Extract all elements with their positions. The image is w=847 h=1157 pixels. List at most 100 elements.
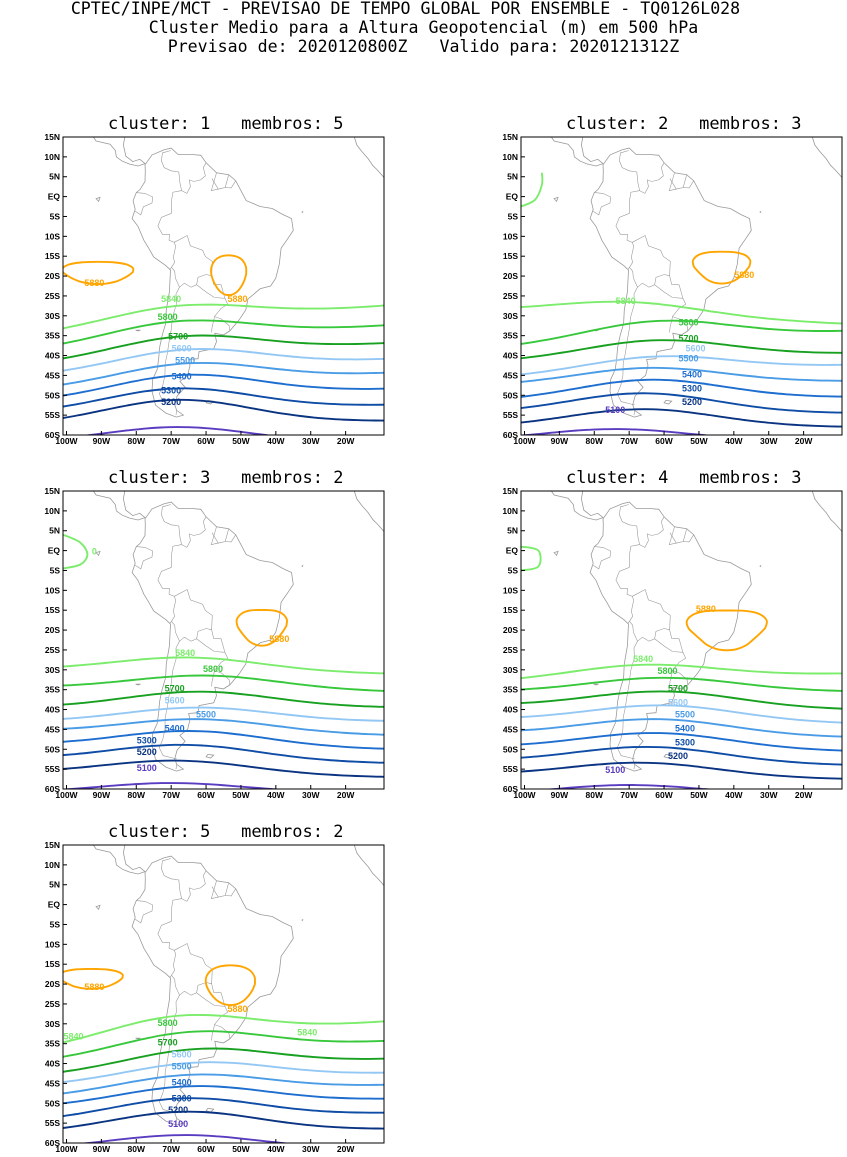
- contour-label: 5500: [678, 353, 698, 363]
- south-america-coast: [589, 147, 752, 418]
- contour-label: 5600: [172, 1050, 192, 1060]
- contour-5300: [63, 743, 384, 764]
- contour-5800: [521, 676, 842, 692]
- country-border: [683, 180, 694, 189]
- lon-label: 50W: [232, 790, 250, 800]
- contour-5600: [63, 706, 384, 722]
- lat-label: 10N: [44, 860, 60, 870]
- contour-label: 5400: [682, 369, 702, 379]
- lat-label: 50S: [503, 390, 518, 400]
- lat-label: 15S: [45, 959, 60, 969]
- map-panel-3: 0 5880 5840 5800 5700 5600 5500 5400 5300 5200 510…: [44, 486, 385, 800]
- members-count: 3: [791, 114, 802, 134]
- island: [205, 753, 215, 759]
- country-border: [683, 534, 694, 543]
- contour-label: 5800: [158, 312, 178, 322]
- contour-label: 5200: [168, 1105, 188, 1115]
- contour-5880: [63, 260, 135, 286]
- lon-label: 20W: [795, 790, 813, 800]
- contour-label: 5600: [685, 344, 705, 354]
- lat-label: 55S: [45, 764, 60, 774]
- country-border: [171, 943, 213, 996]
- members-label: membros:: [699, 114, 781, 134]
- contour-label: 5200: [682, 397, 702, 407]
- country-border: [161, 504, 182, 568]
- island: [301, 210, 304, 214]
- contour-5500: [63, 718, 384, 736]
- contour-5800: [63, 319, 384, 345]
- island: [301, 918, 304, 922]
- country-border: [669, 671, 673, 687]
- lat-label: 15N: [502, 486, 518, 496]
- lon-label: 60W: [197, 1144, 215, 1154]
- map-content: 0 5880 5840 5800 5700 5600 5500 5400 5300 5200 510…: [63, 491, 384, 789]
- contour-label: 5600: [172, 344, 192, 354]
- lon-label: 100W: [55, 790, 78, 800]
- lat-label: 30S: [503, 665, 518, 675]
- island: [553, 550, 559, 557]
- lat-label: 25S: [503, 291, 518, 301]
- island: [135, 329, 141, 332]
- island: [759, 210, 762, 214]
- lat-label: 55S: [503, 410, 518, 420]
- lat-label: EQ: [48, 192, 61, 202]
- contour-label: 5880: [84, 278, 104, 288]
- island: [553, 196, 559, 203]
- contour-5300: [63, 1097, 384, 1118]
- contour-5600: [63, 348, 384, 372]
- contour-5600: [521, 355, 842, 376]
- contour-label: 5840: [616, 296, 636, 306]
- africa-coast: [353, 845, 384, 888]
- lat-label: 55S: [45, 410, 60, 420]
- contour-label: 5880: [696, 604, 716, 614]
- country-border: [211, 528, 229, 544]
- island: [95, 196, 101, 203]
- contour-5700: [521, 690, 842, 710]
- contour-5300: [521, 392, 842, 414]
- lat-label: 20S: [45, 979, 60, 989]
- contour-5400: [521, 732, 842, 752]
- country-border: [672, 670, 689, 685]
- lat-label: 60S: [45, 1138, 60, 1148]
- members-count: 3: [791, 468, 802, 488]
- lat-label: 15S: [45, 251, 60, 261]
- contour-5100: [63, 782, 286, 789]
- contour-label: 5600: [668, 698, 688, 708]
- lon-label: 30W: [302, 1144, 320, 1154]
- contour-5300: [63, 387, 384, 408]
- lon-label: 90W: [93, 1144, 111, 1154]
- contour-label: 5300: [682, 383, 702, 393]
- contour-5840: [63, 533, 89, 570]
- contour-label: 5300: [161, 385, 181, 395]
- forecast-label: Previsao de:: [167, 37, 288, 56]
- lon-label: 60W: [655, 436, 673, 446]
- contour-5200: [521, 408, 842, 428]
- lat-label: 10S: [45, 231, 60, 241]
- contour-5700: [63, 690, 384, 708]
- contour-5200: [63, 759, 384, 778]
- lat-label: 40S: [503, 351, 518, 361]
- contour-5840: [63, 656, 384, 675]
- contour-label: 5880: [227, 294, 247, 304]
- lat-label: 45S: [45, 724, 60, 734]
- contour-label: 5880: [84, 982, 104, 992]
- island: [135, 1037, 141, 1040]
- country-border: [633, 764, 635, 770]
- lat-label: 45S: [503, 370, 518, 380]
- south-america-coast: [131, 501, 294, 772]
- contour-5500: [63, 1073, 384, 1095]
- lat-label: 35S: [503, 685, 518, 695]
- country-border: [157, 213, 177, 270]
- africa-coast: [811, 491, 842, 534]
- members-count: 2: [333, 468, 344, 488]
- lat-label: EQ: [48, 900, 61, 910]
- lon-label: 60W: [197, 790, 215, 800]
- lat-label: EQ: [48, 546, 61, 556]
- lat-label: 45S: [45, 1078, 60, 1088]
- lon-label: 100W: [513, 436, 536, 446]
- lat-label: 50S: [45, 390, 60, 400]
- lon-label: 90W: [93, 790, 111, 800]
